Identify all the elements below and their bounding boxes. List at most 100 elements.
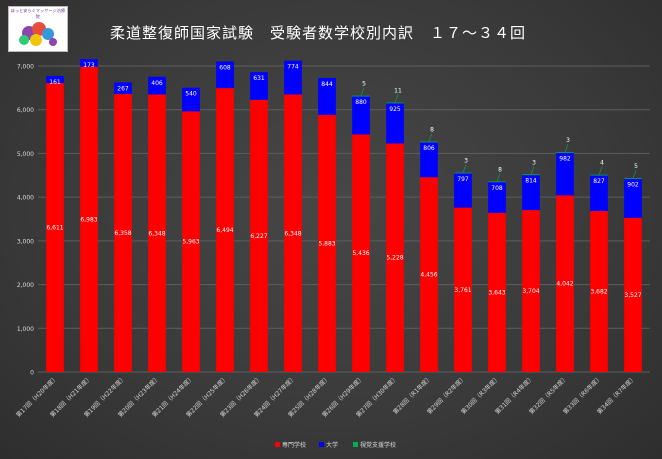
y-tick-label: 6,000 <box>17 107 34 114</box>
data-label: 161 <box>49 79 61 86</box>
bar-segment <box>454 172 472 174</box>
data-label: 5,228 <box>386 255 403 262</box>
bar-segment <box>488 181 506 213</box>
y-tick-label: 0 <box>30 370 34 377</box>
bar-segment <box>46 75 64 84</box>
y-tick-label: 7,000 <box>17 64 34 71</box>
data-label: 3 <box>532 159 536 166</box>
data-label: 3,682 <box>590 289 607 296</box>
data-label: 708 <box>491 185 503 192</box>
bar-segment <box>148 94 166 373</box>
y-tick-label: 4,000 <box>17 195 34 202</box>
bar-segment <box>318 114 336 372</box>
bar-segment <box>46 83 64 373</box>
bar-segment <box>386 102 404 104</box>
bar-segment <box>250 72 268 100</box>
bar-segment <box>556 152 574 154</box>
bar-segment <box>114 82 132 95</box>
bar-segment <box>420 141 438 143</box>
leader-line <box>462 164 467 173</box>
data-label: 3,643 <box>488 289 505 296</box>
data-label: 6,611 <box>46 225 63 232</box>
bar-segment <box>250 99 268 373</box>
data-label: 631 <box>253 75 265 82</box>
leader-line <box>360 87 365 96</box>
bar-segment <box>114 94 132 372</box>
leader-line <box>530 166 535 175</box>
data-label: 4,042 <box>556 281 573 288</box>
legend-swatch <box>353 442 358 447</box>
bar-segment <box>624 178 642 218</box>
data-label: 3,527 <box>624 292 641 299</box>
data-label: 406 <box>151 80 163 87</box>
bar-segment <box>182 87 200 112</box>
data-label: 925 <box>389 106 401 113</box>
bar-segment <box>522 174 540 176</box>
data-label: 5,436 <box>352 250 369 257</box>
bar-segment <box>522 210 540 372</box>
logo: ほっと安らぐマッサージ治療院 <box>8 6 68 52</box>
data-label: 902 <box>627 181 639 188</box>
data-label: 6,227 <box>250 233 267 240</box>
y-tick-label: 1,000 <box>17 326 34 333</box>
legend-label: 大学 <box>326 441 338 449</box>
bar-segment <box>352 134 370 372</box>
y-tick-label: 2,000 <box>17 282 34 289</box>
data-label: 540 <box>185 91 197 98</box>
data-label: 8 <box>498 166 502 173</box>
data-label: 806 <box>423 145 435 152</box>
leader-line <box>632 170 637 179</box>
bar-segment <box>352 95 370 135</box>
data-label: 267 <box>117 85 129 92</box>
data-label: 11 <box>394 88 402 95</box>
bar-segment <box>590 174 608 212</box>
data-label: 608 <box>219 65 231 72</box>
bar-segment <box>318 77 336 115</box>
y-tick-label: 3,000 <box>17 238 34 245</box>
data-label: 8 <box>430 127 434 134</box>
data-label: 6,348 <box>284 230 301 237</box>
data-label: 3,704 <box>522 288 539 295</box>
data-label: 3 <box>566 137 570 144</box>
data-label: 3 <box>464 158 468 165</box>
data-label: 5,883 <box>318 240 335 247</box>
logo-caption: ほっと安らぐマッサージ治療院 <box>10 8 66 19</box>
data-label: 4 <box>600 160 604 167</box>
bar-segment <box>488 212 506 372</box>
legend-swatch <box>319 442 324 447</box>
bar-segment <box>420 177 438 372</box>
bar-segment <box>522 174 540 211</box>
bar-segment <box>590 174 608 176</box>
data-label: 5 <box>634 163 638 170</box>
bar-segment <box>80 59 98 67</box>
bar-segment <box>386 143 404 372</box>
bar-segment <box>624 217 642 372</box>
data-label: 3,761 <box>454 287 471 294</box>
data-label: 173 <box>83 62 95 69</box>
bar-segment <box>556 195 574 372</box>
legend-label: 専門学校 <box>282 441 306 449</box>
bar-segment <box>216 61 234 89</box>
bar-segment <box>454 207 472 372</box>
data-label: 774 <box>287 64 299 71</box>
leader-line <box>496 173 501 182</box>
data-label: 5 <box>362 81 366 88</box>
bar-segment <box>590 211 608 372</box>
data-label: 982 <box>559 155 571 162</box>
leader-line <box>394 94 399 103</box>
bar-segment <box>284 60 302 95</box>
flower-logo-icon <box>19 22 57 46</box>
y-tick-label: 5,000 <box>17 151 34 158</box>
bar-segment <box>454 172 472 208</box>
data-label: 4,456 <box>420 272 437 279</box>
data-label: 5,963 <box>182 239 199 246</box>
bar-segment <box>148 76 166 95</box>
data-label: 880 <box>355 99 367 106</box>
data-label: 6,494 <box>216 227 233 234</box>
bar-segment <box>624 178 642 179</box>
data-label: 844 <box>321 81 333 88</box>
data-label: 814 <box>525 177 537 184</box>
leader-line <box>564 144 569 153</box>
